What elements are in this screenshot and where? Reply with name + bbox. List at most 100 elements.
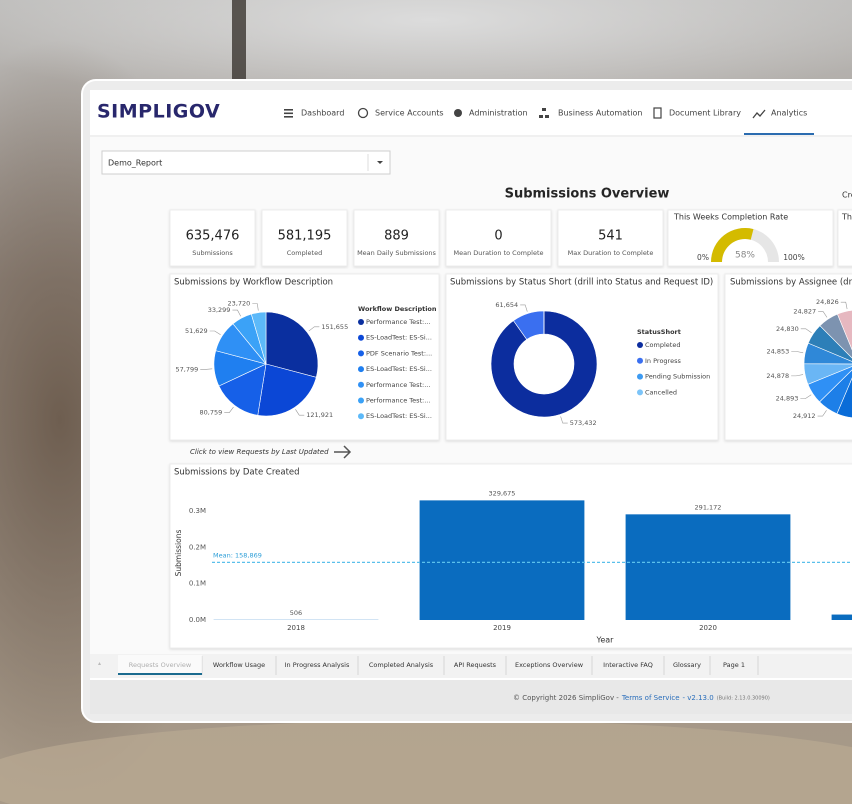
- legend-item[interactable]: ES-LoadTest: ES-Si...: [366, 412, 432, 420]
- nav-item[interactable]: Dashboard: [301, 109, 344, 118]
- tab[interactable]: Page 1: [723, 661, 745, 669]
- legend-item[interactable]: Performance Test:...: [366, 397, 430, 405]
- nav-item[interactable]: Service Accounts: [375, 109, 444, 118]
- icon-automation: [545, 115, 549, 118]
- chart-title: Submissions by Workflow Description: [174, 278, 333, 288]
- legend-item[interactable]: Cancelled: [645, 388, 677, 396]
- tab[interactable]: API Requests: [454, 661, 497, 669]
- kpi-value: 541: [598, 229, 623, 244]
- data-label: 506: [290, 609, 302, 617]
- report-select-value[interactable]: Demo_Report: [108, 159, 162, 168]
- pie-slice[interactable]: [250, 311, 267, 365]
- pie-slice[interactable]: [837, 310, 852, 364]
- legend-item[interactable]: Performance Test:...: [366, 318, 430, 326]
- x-tick-label: 2020: [699, 624, 717, 632]
- gauge-value: [711, 228, 754, 262]
- kpi-value: 581,195: [278, 229, 332, 244]
- nav-item[interactable]: Analytics: [771, 109, 807, 118]
- pie-slice[interactable]: [490, 310, 598, 418]
- data-label: 24,826: [816, 298, 839, 306]
- legend-item[interactable]: Performance Test:...: [366, 381, 430, 389]
- nav-active-underline: [744, 133, 814, 135]
- pie-slice[interactable]: [265, 311, 319, 378]
- pie-slice[interactable]: [218, 363, 267, 416]
- data-label: 51,629: [185, 327, 208, 335]
- kpi-label: Completed: [287, 249, 322, 257]
- nav-item[interactable]: Business Automation: [558, 109, 642, 118]
- tab[interactable]: Workflow Usage: [213, 661, 265, 669]
- data-label: 80,759: [200, 409, 223, 417]
- tab[interactable]: Exceptions Overview: [515, 661, 584, 669]
- y-tick-label: 0.3M: [189, 507, 206, 515]
- leader-line: [817, 410, 827, 417]
- legend-item[interactable]: Completed: [645, 341, 680, 349]
- footer-copyright: © Copyright 2026 SimpliGov -: [513, 694, 619, 702]
- leader-line: [224, 406, 234, 413]
- gauge-title: This Weeks Completion Rate: [673, 213, 788, 222]
- tab[interactable]: Glossary: [673, 661, 701, 669]
- legend-item[interactable]: Pending Submission: [645, 373, 710, 381]
- data-label: 61,654: [495, 301, 518, 309]
- leader-line: [308, 326, 320, 332]
- kpi-value: 635,476: [186, 229, 240, 244]
- data-label: 291,172: [695, 503, 722, 511]
- x-axis-title: Year: [596, 636, 615, 645]
- legend-title: StatusShort: [637, 328, 681, 336]
- kpi-card: [353, 209, 440, 267]
- kpi-value: 0: [494, 229, 502, 244]
- legend-item[interactable]: ES-LoadTest: ES-Si...: [366, 334, 432, 342]
- kpi-label: Submissions: [192, 249, 233, 257]
- data-label: 24,893: [776, 395, 799, 403]
- legend-swatch: [358, 350, 364, 357]
- report-title: Submissions Overview: [505, 187, 670, 202]
- y-tick-label: 0.1M: [189, 580, 206, 588]
- leader-line: [840, 301, 848, 310]
- report-dropdown[interactable]: [101, 150, 391, 175]
- chart-title: Submissions by Status Short (drill into …: [450, 278, 713, 288]
- legend-swatch: [358, 366, 364, 373]
- tab[interactable]: Completed Analysis: [369, 661, 434, 669]
- nav-item[interactable]: Document Library: [669, 109, 741, 118]
- data-label: 24,853: [767, 347, 790, 355]
- drill-link[interactable]: Click to view Requests by Last Updated: [190, 448, 329, 456]
- leader-line: [791, 374, 804, 377]
- tab-scroll-left[interactable]: [98, 662, 101, 665]
- leader-line: [520, 304, 528, 312]
- legend-swatch: [358, 381, 364, 388]
- gauge-min-label: 0%: [697, 253, 709, 262]
- leader-line: [232, 309, 241, 317]
- logo: SIMPLIGOV: [97, 101, 220, 123]
- tab[interactable]: In Progress Analysis: [285, 661, 350, 669]
- icon-analytics: [752, 109, 766, 119]
- bar[interactable]: [419, 500, 585, 620]
- kpi-card: [837, 209, 852, 267]
- bar[interactable]: [831, 614, 852, 620]
- footer-build: (Build: 2.13.0.30090): [717, 696, 770, 702]
- nav-icons: [284, 107, 766, 119]
- data-label: 33,299: [208, 306, 231, 314]
- data-label: 329,675: [489, 489, 516, 497]
- data-label: 57,799: [175, 365, 198, 373]
- legend-swatch: [637, 357, 643, 364]
- icon-gear: [454, 109, 462, 117]
- leader-line: [791, 351, 804, 354]
- data-label: 151,655: [321, 323, 348, 331]
- kpi-card: [169, 209, 256, 267]
- gauge-value-label: 58%: [735, 251, 755, 261]
- chart-title: Submissions by Assignee (dri: [730, 278, 852, 288]
- tab[interactable]: Interactive FAQ: [603, 661, 653, 669]
- legend-item[interactable]: PDF Scenario Test:...: [366, 349, 432, 357]
- link-arrow[interactable]: [334, 445, 352, 459]
- pie-slice[interactable]: [257, 363, 317, 417]
- dropdown-caret[interactable]: [377, 161, 383, 164]
- leader-line: [295, 409, 305, 416]
- mean-label: Mean: 158,869: [213, 551, 262, 559]
- legend-item[interactable]: ES-LoadTest: ES-Si...: [366, 365, 432, 373]
- nav-item[interactable]: Administration: [469, 109, 528, 118]
- data-label: 24,830: [776, 325, 799, 333]
- footer-terms[interactable]: Terms of Service: [621, 694, 680, 702]
- bar[interactable]: [625, 514, 791, 620]
- legend-item[interactable]: In Progress: [645, 357, 681, 365]
